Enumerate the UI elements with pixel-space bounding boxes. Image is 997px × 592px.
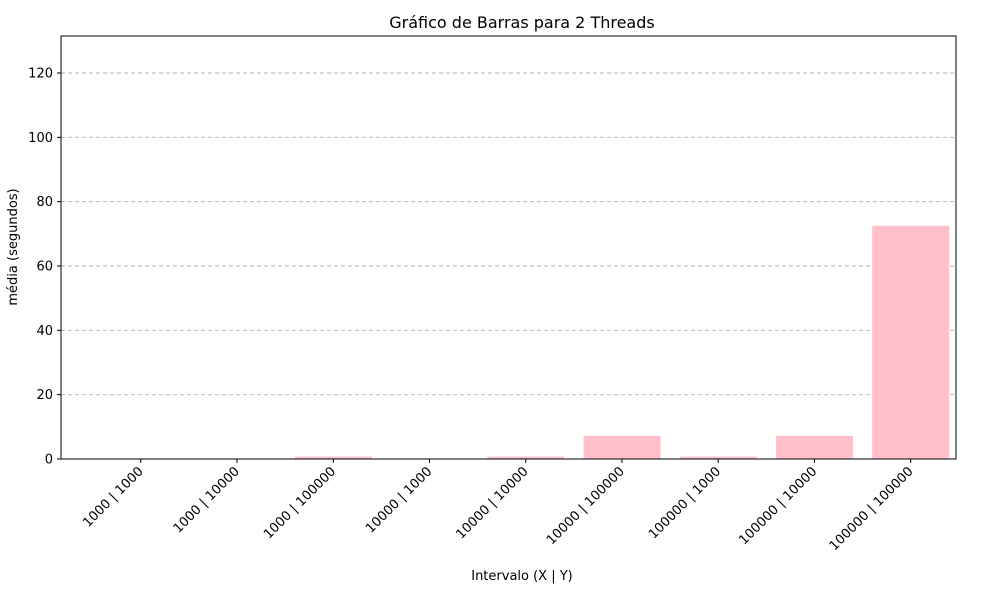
x-axis: 1000 | 1000 1000 | 10000 1000 | 100000 1000… [80, 459, 917, 554]
x-tick-label: 1000 | 10000 [171, 464, 243, 536]
x-axis-label: Intervalo (X | Y) [471, 569, 573, 584]
y-tick-label: 80 [36, 195, 53, 210]
x-tick-label: 1000 | 1000 [80, 464, 146, 530]
bar [487, 456, 565, 459]
y-tick-label: 20 [36, 388, 53, 403]
x-tick-label: 100000 | 100000 [827, 464, 917, 554]
y-axis-label: média (segundos) [6, 188, 21, 305]
bar [583, 435, 661, 459]
y-gridlines [61, 72, 956, 396]
y-tick-label: 100 [28, 131, 53, 146]
bar [775, 435, 853, 459]
plot-area-frame [60, 35, 957, 460]
x-tick-label: 1000 | 100000 [261, 464, 339, 542]
x-tick-label: 10000 | 10000 [454, 464, 532, 542]
x-tick-label: 100000 | 10000 [736, 464, 820, 548]
bar [294, 456, 372, 459]
y-tick-label: 120 [28, 66, 53, 81]
bar [679, 456, 757, 459]
y-axis: 0 20 40 60 80 100 120 [28, 66, 61, 468]
x-tick-label: 10000 | 100000 [544, 464, 628, 548]
bars [102, 225, 950, 459]
x-tick-label: 10000 | 1000 [363, 464, 435, 536]
y-tick-label: 40 [36, 324, 53, 339]
y-tick-label: 0 [45, 453, 53, 468]
x-tick-label: 100000 | 1000 [646, 464, 724, 542]
chart-title: Gráfico de Barras para 2 Threads [389, 13, 654, 32]
y-tick-label: 60 [36, 259, 53, 274]
bar [872, 225, 950, 459]
